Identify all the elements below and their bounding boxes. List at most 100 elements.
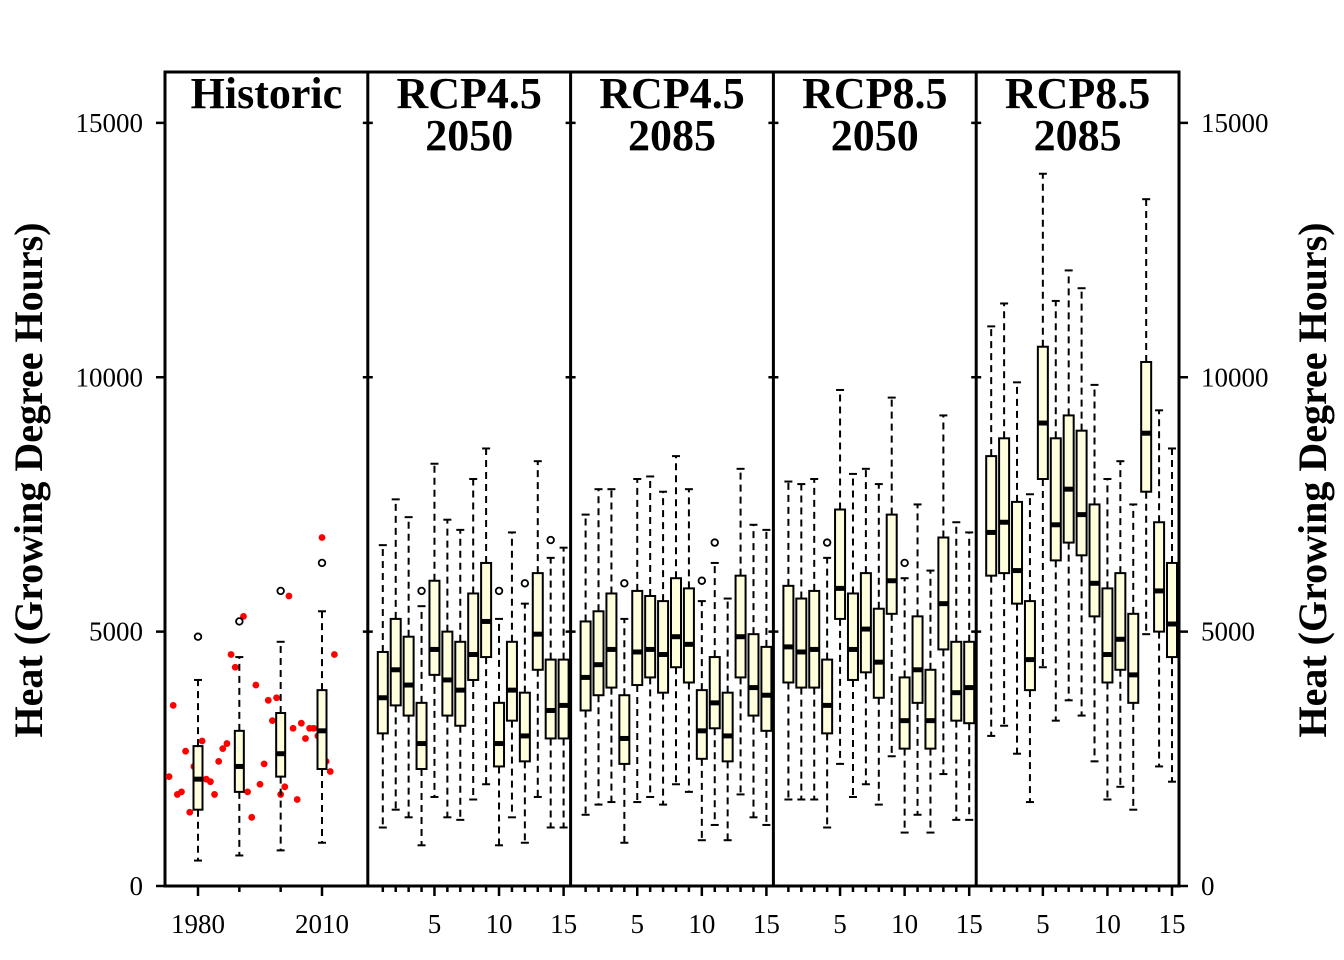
y-axis-title-right: Heat (Growing Degree Hours) [1290,222,1335,737]
box-iqr [708,656,721,730]
box-3 [275,586,287,852]
box-11 [1114,460,1127,788]
observed-point [331,651,338,658]
box-9 [480,447,493,786]
box-iqr [233,729,245,793]
observed-point [302,735,309,742]
x-tick-label: 1980 [171,909,225,939]
box-12 [518,579,531,844]
panel-title-line-0: RCP8.5 [1005,69,1150,118]
box-iqr [985,455,998,577]
box-iqr [747,633,760,717]
box-iqr [808,589,821,689]
observed-point [297,719,305,727]
box-iqr [631,589,644,687]
box-iqr [544,658,557,740]
box-2 [389,498,402,811]
box-5 [631,478,644,804]
box-iqr [480,561,493,659]
box-10 [695,576,708,842]
box-iqr [911,615,924,704]
outlier-point [822,538,832,547]
box-8 [1075,287,1088,717]
box-iqr [950,640,963,722]
panel-title-line-1: 2085 [628,111,716,160]
box-iqr [821,658,834,735]
box-5 [1036,172,1049,669]
box-iqr [592,610,605,697]
x-tick-label: 5 [631,909,645,939]
box-14 [950,521,963,821]
observed-point [186,808,194,816]
box-10 [1101,478,1114,801]
observed-point [256,780,264,788]
box-iqr [1075,429,1088,557]
box-9 [682,488,695,793]
box-2 [592,488,605,806]
box-iqr [657,600,670,694]
box-1 [782,480,795,801]
box-10 [493,586,506,847]
box-iqr [518,691,531,763]
panel-title-line-1: 2050 [831,111,919,160]
observed-point [293,796,301,803]
outlier-point [697,576,707,585]
box-iqr [275,712,287,778]
box-iqr [1166,561,1178,659]
panel-title-line-0: RCP4.5 [396,69,541,118]
box-iqr [1114,572,1127,671]
observed-point [252,681,260,689]
x-tick-label: 15 [1159,909,1186,939]
box-4 [821,538,834,829]
box-1 [985,325,998,737]
box-iqr [415,701,428,770]
y-axis-title-left: Heat (Growing Degree Hours) [6,222,51,737]
box-iqr [1011,500,1024,605]
observed-point [219,745,227,753]
box-3 [808,478,821,801]
box-5 [834,388,847,765]
outlier-point [900,558,909,568]
x-tick-label: 10 [1094,909,1121,939]
y-tick-label-left-2: 10000 [76,362,144,392]
observed-point [178,788,185,796]
box-iqr [376,650,389,735]
box-iqr [605,592,618,689]
box-iqr [760,645,773,732]
observed-point [310,724,318,732]
box-iqr [1049,437,1062,562]
box-1 [376,544,389,829]
box-iqr [695,689,708,760]
box-iqr [682,587,695,684]
y-tick-label-right-0: 0 [1201,871,1215,901]
panel-title-line-0: RCP4.5 [599,69,744,118]
x-tick-label: 10 [891,909,918,939]
box-4 [415,586,428,847]
box-iqr [721,691,734,763]
box-iqr [557,658,570,740]
box-iqr [1127,612,1140,704]
box-3 [605,488,618,804]
box-4 [618,579,631,844]
box-iqr [795,597,808,689]
plot-area: 0 0 5000 5000 10000 10000 15000 15000 Historic 19… [76,69,1269,939]
observed-point [260,760,268,768]
box-iqr [1088,503,1101,618]
box-6 [644,475,657,798]
y-tick-label-left-3: 15000 [76,108,144,138]
x-tick-label: 15 [753,909,780,939]
box-9 [1088,383,1101,763]
observed-point [182,747,190,755]
box-14 [544,535,557,829]
outlier-point [620,579,629,588]
box-12 [721,597,734,842]
box-9 [885,396,898,758]
box-1 [192,632,204,862]
outlier-point [317,558,327,568]
box-15 [1166,447,1178,783]
box-3 [402,516,415,819]
box-iqr [402,635,415,717]
observed-point [281,783,289,791]
